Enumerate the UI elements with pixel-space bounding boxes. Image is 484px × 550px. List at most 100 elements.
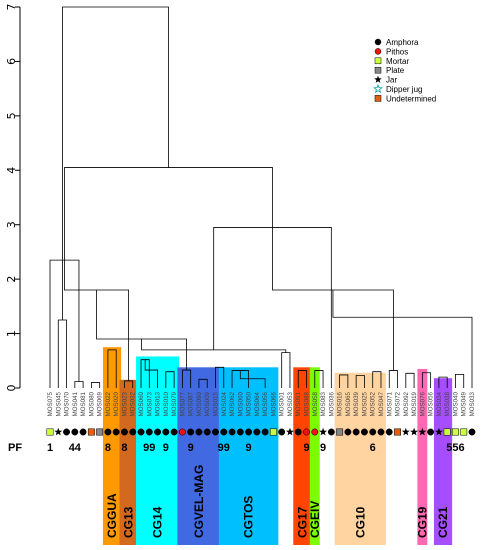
dendrogram-link [165,371,175,388]
leaf-label: MOS032 [130,391,137,416]
cluster-box [433,378,453,545]
marker-circle [137,428,145,436]
marker-star [401,427,410,436]
leaf-label: MOS033 [469,391,476,416]
marker-circle [228,428,236,436]
leaf-label: MOS069 [97,391,104,416]
leaf-label: MOS039 [353,391,360,416]
cluster-label: CG14 [151,506,165,538]
pf-number: 9 [303,442,309,454]
legend-marker [374,95,382,102]
dendrogram-link [332,290,473,388]
legend-marker [374,66,382,74]
leaf-label: MOS036 [328,391,335,416]
leaf-labels: MOS075 MOS045 MOS070 MOS041 MOS081 MOS080 MOS0… [47,391,476,416]
marker-circle [427,428,435,436]
marker-circle [236,428,244,436]
pf-number: 6 [370,442,376,454]
pf-number: 9 [188,442,194,454]
dendrogram-link [62,6,169,320]
legend-label: Mortar [386,57,409,66]
pf-row: PF 14488999999999655644444 [8,442,465,454]
cluster-box [334,372,386,545]
marker-circle [377,428,385,436]
leaf-label: MOS040 [452,391,459,416]
leaf-label: MOS075 [47,391,54,416]
dendrogram-link [388,370,398,388]
marker-circle [71,428,79,436]
marker-square [443,428,451,436]
dendrogram-link [144,359,158,388]
dendrogram-link [57,319,67,388]
legend-label: Undetermined [386,94,436,103]
marker-square [336,428,344,436]
leaf-label: MOS053 [287,391,294,416]
leaf-label: MOS019 [411,391,418,416]
leaf-label: MOS025 [361,391,368,416]
leaf-label: MOS010 [163,391,170,416]
marker-circle [245,428,253,436]
dendrogram-link [107,349,117,388]
leaf-label: MOS060 [237,391,244,416]
marker-circle [63,428,70,436]
leaf-label: MOS016 [337,391,344,416]
leaf-label: MOS070 [64,391,71,416]
y-tick-label: 5 [5,112,18,119]
marker-circle [154,428,162,436]
marker-circle [303,428,310,436]
cluster-label: CGVEL-MAG [192,465,206,538]
pf-number: 8 [121,442,127,454]
leaf-label: MOS079 [171,391,178,416]
marker-circle [145,428,153,436]
leaf-label: MOS056 [262,391,269,416]
marker-star [54,427,63,436]
y-tick-label: 7 [5,4,18,11]
legend-marker [374,48,382,55]
leaf-label: MOS066 [270,391,277,416]
marker-circle [129,428,137,436]
legend-marker [374,38,382,46]
pf-number: 556 [446,442,464,454]
marker-square [394,428,401,436]
leaf-label: MOS050 [246,391,253,416]
dendrogram-link [438,376,448,388]
marker-circle [187,428,195,436]
marker-square [87,428,95,436]
dendrogram-link [96,290,187,371]
marker-circle [352,428,360,436]
legend-marker [374,57,382,65]
marker-circle [112,428,120,436]
cluster-label: CGGUA [105,493,119,538]
leaf-label: MOS064 [254,391,261,416]
y-tick-label: 1 [5,330,18,337]
y-tick-label: 0 [5,385,18,392]
pf-number: 8 [105,442,111,454]
marker-star [418,427,427,436]
dendrogram-link [215,366,225,388]
leaf-label: MOS056 [428,391,435,416]
marker-star [285,427,294,436]
leaf-label: MOS090 [196,391,203,416]
legend-label: Dipper jug [386,85,422,94]
marker-circle [261,428,269,436]
cluster-box [218,367,279,545]
marker-star [434,427,443,436]
dendrogram-link [140,359,150,388]
marker-square [269,428,277,436]
dendrogram-link [74,381,84,388]
pf-number: 9 [320,442,326,454]
pf-label: PF [8,442,22,454]
marker-circle [385,428,393,436]
marker-circle [311,428,319,436]
marker-circle [294,428,302,436]
marker-circle [369,428,377,436]
legend-marker [373,83,383,94]
marker-circle [178,428,186,436]
leaf-label: MOS083 [320,391,327,416]
cluster-box [119,379,138,545]
leaf-label: MOS020 [113,391,120,416]
dendrogram-link [355,375,365,388]
leaf-label: MOS081 [80,391,87,416]
cluster-label: CGEIV [308,501,322,538]
y-tick-label: 3 [5,221,18,228]
